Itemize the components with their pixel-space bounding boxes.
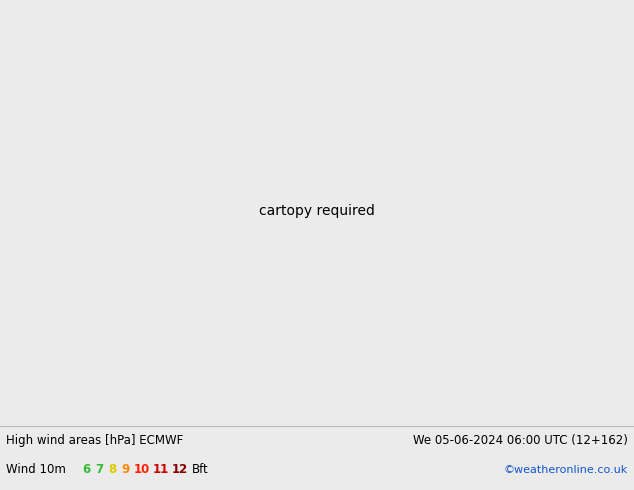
- Text: 9: 9: [121, 463, 129, 476]
- Text: Wind 10m: Wind 10m: [6, 463, 66, 476]
- Text: Bft: Bft: [192, 463, 209, 476]
- Text: 7: 7: [95, 463, 103, 476]
- Text: 11: 11: [153, 463, 169, 476]
- Text: We 05-06-2024 06:00 UTC (12+162): We 05-06-2024 06:00 UTC (12+162): [413, 434, 628, 447]
- Text: 6: 6: [82, 463, 90, 476]
- Text: 12: 12: [172, 463, 188, 476]
- Text: 8: 8: [108, 463, 116, 476]
- Text: High wind areas [hPa] ECMWF: High wind areas [hPa] ECMWF: [6, 434, 183, 447]
- Text: ©weatheronline.co.uk: ©weatheronline.co.uk: [504, 465, 628, 474]
- Text: cartopy required: cartopy required: [259, 204, 375, 218]
- Text: 10: 10: [134, 463, 150, 476]
